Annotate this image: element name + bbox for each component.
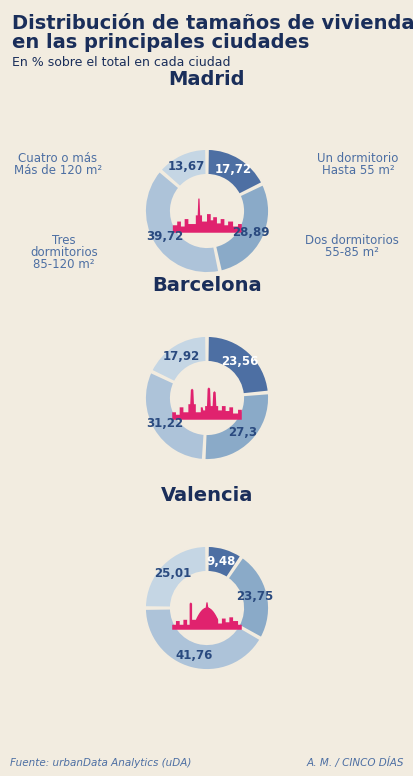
Wedge shape (207, 546, 241, 578)
Wedge shape (207, 149, 262, 195)
Text: 28,89: 28,89 (232, 226, 269, 239)
Text: Madrid: Madrid (169, 70, 244, 89)
Text: en las principales ciudades: en las principales ciudades (12, 33, 309, 52)
Text: Distribución de tamaños de vivienda: Distribución de tamaños de vivienda (12, 14, 413, 33)
Text: Un dormitorio: Un dormitorio (316, 151, 398, 165)
Wedge shape (145, 546, 206, 608)
Text: Tres: Tres (52, 234, 76, 247)
Text: 17,72: 17,72 (214, 163, 251, 176)
Wedge shape (151, 336, 206, 382)
Text: 27,3: 27,3 (227, 425, 256, 438)
Text: Dos dormitorios: Dos dormitorios (304, 234, 398, 247)
Text: 23,56: 23,56 (221, 355, 258, 369)
Polygon shape (172, 602, 241, 630)
Wedge shape (204, 393, 268, 460)
Wedge shape (207, 336, 268, 394)
Text: dormitorios: dormitorios (30, 245, 97, 258)
Text: Hasta 55 m²: Hasta 55 m² (321, 164, 393, 176)
Text: 9,48: 9,48 (206, 555, 235, 567)
Text: A. M. / CINCO DÍAS: A. M. / CINCO DÍAS (306, 757, 403, 768)
Wedge shape (145, 372, 204, 460)
Text: 25,01: 25,01 (153, 566, 190, 580)
Wedge shape (227, 557, 268, 638)
Polygon shape (173, 199, 241, 233)
Text: 39,72: 39,72 (146, 230, 183, 243)
Text: 13,67: 13,67 (168, 160, 205, 173)
Wedge shape (145, 608, 260, 670)
Text: 17,92: 17,92 (162, 350, 199, 363)
Text: 23,75: 23,75 (235, 591, 273, 604)
Polygon shape (172, 387, 241, 420)
Text: En % sobre el total en cada ciudad: En % sobre el total en cada ciudad (12, 56, 230, 69)
Wedge shape (215, 185, 268, 272)
Text: 85-120 m²: 85-120 m² (33, 258, 95, 271)
Text: Cuatro o más: Cuatro o más (19, 151, 97, 165)
Text: 41,76: 41,76 (176, 649, 213, 662)
Text: Fuente: urbanData Analytics (uDA): Fuente: urbanData Analytics (uDA) (10, 758, 191, 768)
Text: Valencia: Valencia (160, 486, 253, 505)
Wedge shape (160, 149, 206, 187)
Wedge shape (145, 171, 219, 273)
Text: 31,22: 31,22 (146, 417, 183, 430)
Text: Más de 120 m²: Más de 120 m² (14, 164, 102, 176)
Text: 55-85 m²: 55-85 m² (324, 245, 378, 258)
Text: Barcelona: Barcelona (152, 276, 261, 295)
